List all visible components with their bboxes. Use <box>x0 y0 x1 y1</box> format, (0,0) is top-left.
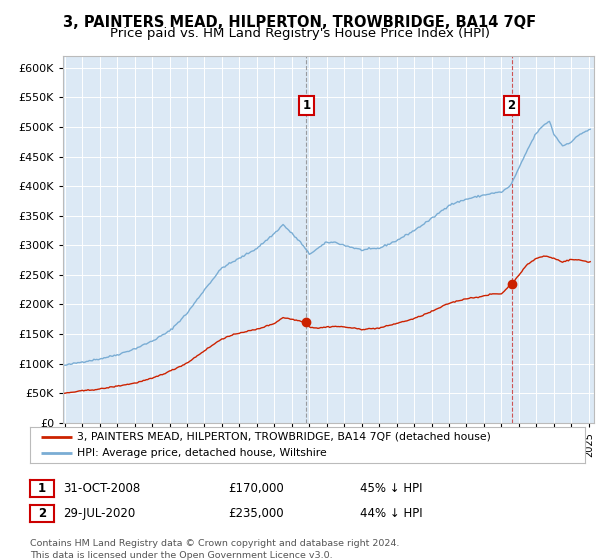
Text: 3, PAINTERS MEAD, HILPERTON, TROWBRIDGE, BA14 7QF (detached house): 3, PAINTERS MEAD, HILPERTON, TROWBRIDGE,… <box>77 432 491 441</box>
Text: HPI: Average price, detached house, Wiltshire: HPI: Average price, detached house, Wilt… <box>77 449 327 458</box>
Text: 2: 2 <box>508 99 515 112</box>
Text: 44% ↓ HPI: 44% ↓ HPI <box>360 507 422 520</box>
Text: 29-JUL-2020: 29-JUL-2020 <box>63 507 135 520</box>
Text: 2: 2 <box>38 507 46 520</box>
Text: Contains HM Land Registry data © Crown copyright and database right 2024.
This d: Contains HM Land Registry data © Crown c… <box>30 539 400 559</box>
Text: £235,000: £235,000 <box>228 507 284 520</box>
Text: 31-OCT-2008: 31-OCT-2008 <box>63 482 140 496</box>
Text: 1: 1 <box>38 482 46 496</box>
Text: 1: 1 <box>302 99 310 112</box>
Text: 3, PAINTERS MEAD, HILPERTON, TROWBRIDGE, BA14 7QF: 3, PAINTERS MEAD, HILPERTON, TROWBRIDGE,… <box>64 15 536 30</box>
Text: 45% ↓ HPI: 45% ↓ HPI <box>360 482 422 496</box>
Text: £170,000: £170,000 <box>228 482 284 496</box>
Text: Price paid vs. HM Land Registry's House Price Index (HPI): Price paid vs. HM Land Registry's House … <box>110 27 490 40</box>
